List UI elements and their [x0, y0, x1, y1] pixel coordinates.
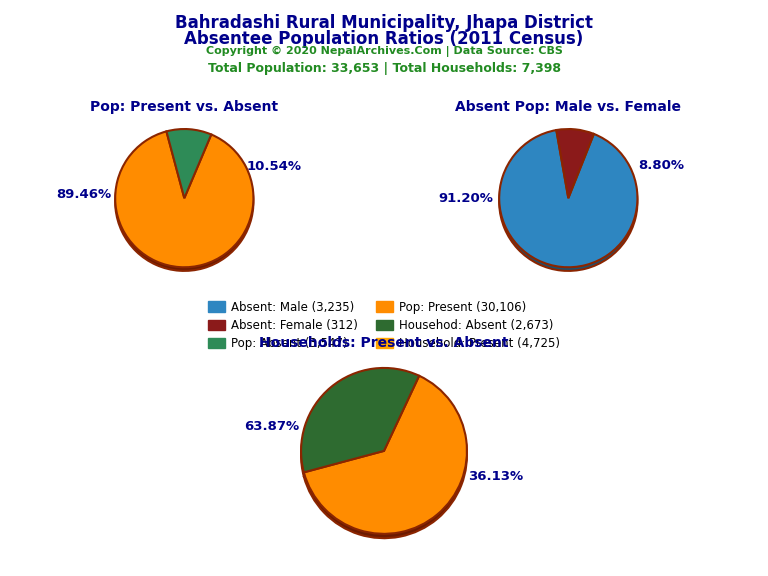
Wedge shape — [499, 134, 637, 271]
Text: 63.87%: 63.87% — [244, 420, 300, 433]
Wedge shape — [301, 372, 419, 477]
Text: Bahradashi Rural Municipality, Jhapa District: Bahradashi Rural Municipality, Jhapa Dis… — [175, 14, 593, 32]
Wedge shape — [115, 131, 253, 267]
Wedge shape — [167, 129, 211, 198]
Text: 10.54%: 10.54% — [247, 161, 302, 173]
Title: Absent Pop: Male vs. Female: Absent Pop: Male vs. Female — [455, 100, 681, 114]
Text: 91.20%: 91.20% — [439, 192, 494, 204]
Text: 89.46%: 89.46% — [57, 188, 111, 201]
Text: Total Population: 33,653 | Total Households: 7,398: Total Population: 33,653 | Total Househo… — [207, 62, 561, 75]
Legend: Absent: Male (3,235), Absent: Female (312), Pop: Absent (3,547), Pop: Present (3: Absent: Male (3,235), Absent: Female (31… — [203, 296, 565, 355]
Text: 8.80%: 8.80% — [639, 159, 684, 172]
Text: 36.13%: 36.13% — [468, 470, 524, 483]
Wedge shape — [556, 129, 594, 198]
Wedge shape — [304, 380, 467, 538]
Text: Copyright © 2020 NepalArchives.Com | Data Source: CBS: Copyright © 2020 NepalArchives.Com | Dat… — [206, 46, 562, 57]
Title: Pop: Present vs. Absent: Pop: Present vs. Absent — [91, 100, 278, 114]
Wedge shape — [556, 132, 594, 202]
Wedge shape — [301, 368, 419, 472]
Title: Households: Present vs. Absent: Households: Present vs. Absent — [260, 336, 508, 350]
Wedge shape — [304, 376, 467, 534]
Wedge shape — [115, 135, 253, 271]
Wedge shape — [499, 130, 637, 267]
Wedge shape — [167, 132, 211, 202]
Text: Absentee Population Ratios (2011 Census): Absentee Population Ratios (2011 Census) — [184, 30, 584, 48]
